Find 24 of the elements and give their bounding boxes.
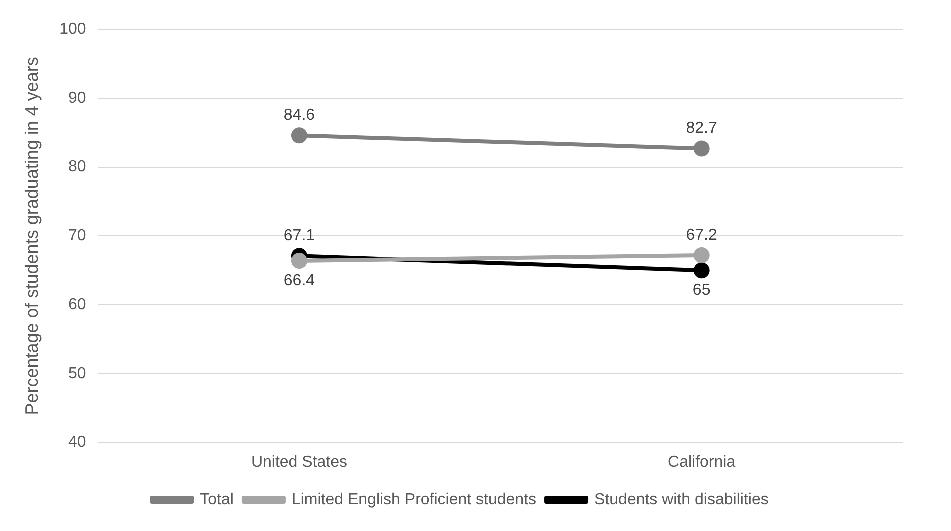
point: [291, 128, 308, 144]
y-tick-label: 50: [68, 365, 86, 382]
legend-label: Total: [200, 491, 234, 508]
y-tick-label: 80: [68, 158, 86, 176]
data-label: 67.1: [284, 228, 316, 245]
y-tick-label: 40: [68, 434, 86, 452]
data-label: 67.2: [686, 226, 718, 244]
point: [694, 247, 710, 264]
data-label: 82.7: [686, 120, 718, 138]
data-label: 66.4: [284, 272, 316, 290]
x-tick-label: California: [668, 454, 736, 471]
y-tick-label: 60: [68, 296, 86, 314]
point: [291, 252, 308, 269]
legend-label: Students with disabilities: [594, 491, 769, 508]
y-tick-label: 90: [68, 90, 86, 107]
data-label: 65: [692, 282, 711, 300]
point: [694, 262, 710, 279]
x-tick-label: United States: [251, 454, 348, 471]
legend-label: Limited English Proficient students: [292, 491, 537, 508]
y-tick-label: 100: [60, 21, 86, 38]
data-label: 84.6: [284, 107, 316, 124]
y-axis-title: Percentage of students graduating in 4 years: [22, 57, 42, 416]
point: [694, 140, 710, 157]
y-tick-label: 70: [68, 228, 86, 245]
